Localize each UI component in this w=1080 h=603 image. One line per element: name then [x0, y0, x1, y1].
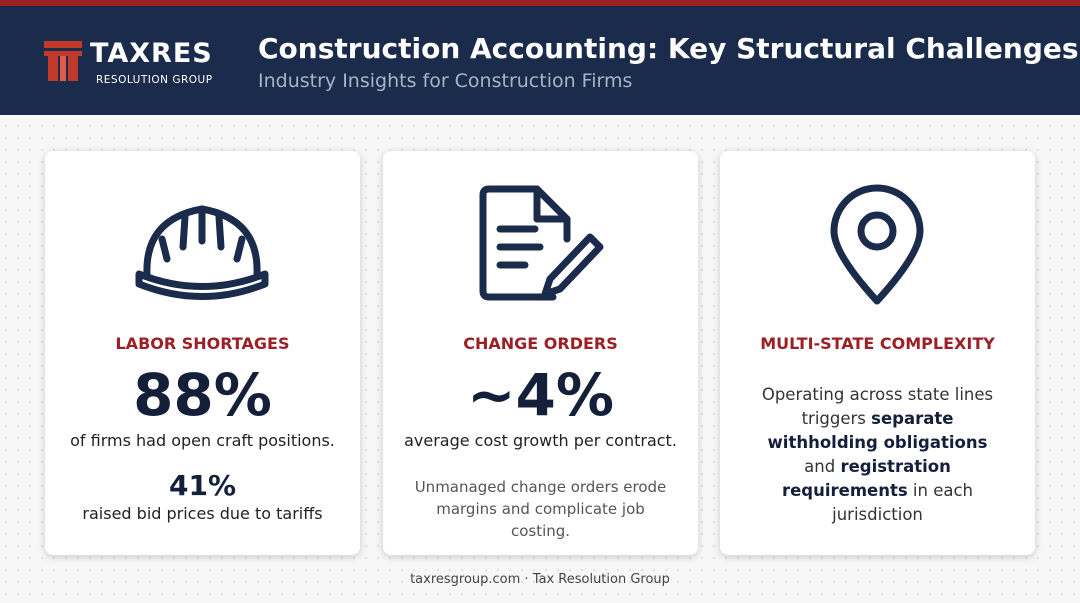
second-text: raised bid prices due to tariffs [82, 504, 323, 523]
title: Construction Accounting: Key Structural … [258, 32, 1079, 65]
footer: taxresgroup.com · Tax Resolution Group [410, 572, 670, 587]
stat: 88% [133, 361, 272, 429]
body-text: and [804, 457, 841, 476]
card: CHANGE ORDERS ~4% average cost growth pe… [383, 151, 698, 555]
body-text: in each jurisdiction [832, 481, 974, 524]
document-icon [479, 185, 604, 301]
card-heading: CHANGE ORDERS [463, 334, 618, 353]
subtitle: Industry Insights for Construction Firms [258, 70, 633, 92]
header: TAXRES RESOLUTION GROUP Construction Acc… [0, 6, 1080, 115]
stat: ~4% [466, 361, 615, 429]
card: MULTI-STATE COMPLEXITY Operating across … [720, 151, 1035, 555]
card-body: Operating across state lines triggers se… [755, 383, 1000, 527]
card-heading: MULTI-STATE COMPLEXITY [760, 334, 995, 353]
card: LABOR SHORTAGES 88% of firms had open cr… [45, 151, 360, 555]
top-bar [0, 0, 1080, 6]
card-heading: LABOR SHORTAGES [115, 334, 290, 353]
stat-text: average cost growth per contract. [404, 431, 677, 450]
body-text: Operating across state lines triggers [761, 385, 994, 428]
body-bold: separate withholding obligations [767, 409, 988, 452]
logo-tagline: RESOLUTION GROUP [96, 74, 213, 86]
logo-name: TAXRES [90, 38, 213, 69]
body-bold: registration requirements [781, 457, 951, 500]
stat-text: of firms had open craft positions. [70, 431, 335, 450]
note: Unmanaged change orders erode margins an… [414, 478, 667, 540]
logo-icon [44, 41, 82, 81]
hard-hat-icon [135, 205, 269, 300]
second-stat: 41% [168, 469, 237, 502]
location-pin-icon [830, 184, 924, 305]
